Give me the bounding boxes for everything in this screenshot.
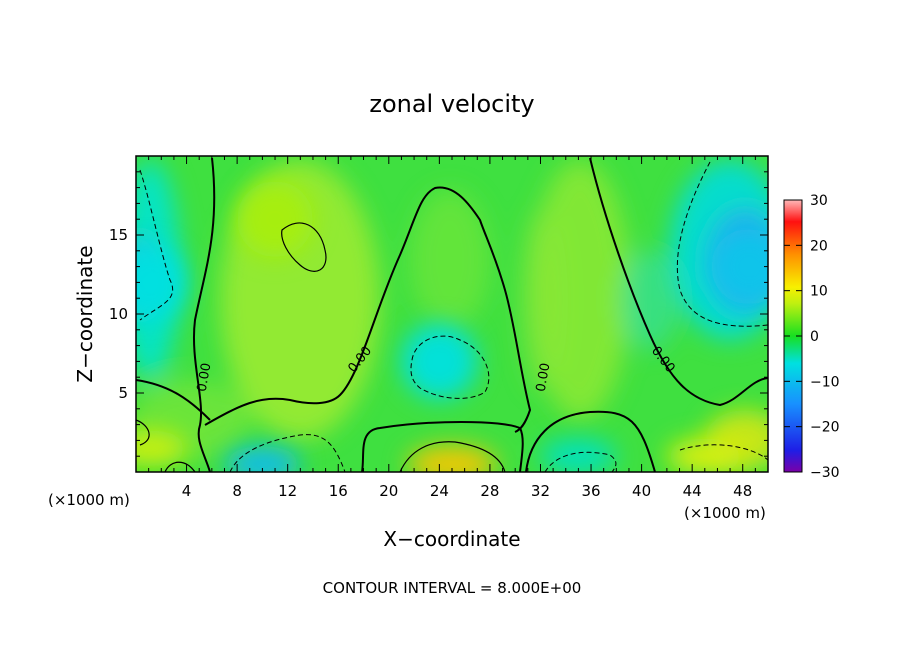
colorbar-tick-label: 0 bbox=[810, 329, 819, 345]
chart-title: zonal velocity bbox=[369, 90, 534, 118]
colorbar: 30 20 10 0 −10 −20 −30 bbox=[783, 193, 840, 481]
x-tick-label: 16 bbox=[329, 482, 348, 500]
y-axis-label: Z−coordinate bbox=[73, 245, 97, 382]
colorbar-tick-labels: 30 20 10 0 −10 −20 −30 bbox=[810, 193, 840, 481]
x-tick-marks bbox=[148, 156, 756, 472]
heatmap-feature bbox=[711, 228, 768, 305]
y-tick-labels: 5 10 15 bbox=[109, 226, 128, 402]
y-tick-marks bbox=[136, 171, 768, 457]
contour-label: 0.00 bbox=[534, 362, 554, 393]
colorbar-tick-marks bbox=[784, 199, 802, 473]
heatmap-feature bbox=[666, 438, 743, 472]
y-tick-label: 10 bbox=[109, 305, 128, 323]
x-unit-label-right: (×1000 m) bbox=[684, 504, 766, 522]
x-tick-label: 28 bbox=[480, 482, 499, 500]
x-axis-label: X−coordinate bbox=[383, 527, 520, 551]
colorbar-tick-label: 30 bbox=[810, 193, 828, 209]
contour-lines bbox=[135, 157, 769, 473]
heatmap-marks bbox=[136, 181, 768, 472]
x-tick-label: 44 bbox=[683, 482, 702, 500]
x-tick-label: 20 bbox=[379, 482, 398, 500]
x-tick-label: 24 bbox=[430, 482, 449, 500]
heatmap-feature bbox=[237, 181, 314, 258]
contour-label: 0.00 bbox=[195, 362, 215, 393]
heatmap-feature bbox=[136, 244, 187, 321]
x-tick-label: 12 bbox=[278, 482, 297, 500]
y-tick-label: 15 bbox=[109, 226, 128, 244]
x-tick-labels: 4 8 12 16 20 24 28 32 36 40 44 48 bbox=[182, 482, 752, 500]
colorbar-tick-label: −30 bbox=[810, 465, 840, 481]
heatmap-feature bbox=[224, 446, 301, 472]
x-tick-label: 36 bbox=[581, 482, 600, 500]
y-tick-label: 5 bbox=[118, 384, 128, 402]
x-tick-label: 32 bbox=[531, 482, 550, 500]
colorbar-tick-label: −10 bbox=[810, 374, 840, 390]
contour-interval-footer: CONTOUR INTERVAL = 8.000E+00 bbox=[323, 579, 582, 597]
x-tick-label: 48 bbox=[733, 482, 752, 500]
x-unit-label-left: (×1000 m) bbox=[48, 491, 130, 509]
heatmap-feature bbox=[401, 323, 478, 400]
heatmap-feature bbox=[407, 446, 497, 472]
plot-area: 0.00 0.00 0.00 0.00 4 8 12 16 20 24 28 32 36 40 44… bbox=[109, 155, 769, 500]
x-tick-label: 40 bbox=[632, 482, 651, 500]
heatmap-feature bbox=[540, 438, 617, 472]
colorbar-tick-label: 20 bbox=[810, 238, 828, 254]
x-tick-label: 8 bbox=[232, 482, 242, 500]
x-tick-label: 4 bbox=[182, 482, 192, 500]
colorbar-tick-label: −20 bbox=[810, 420, 840, 436]
colorbar-tick-label: 10 bbox=[810, 284, 828, 300]
